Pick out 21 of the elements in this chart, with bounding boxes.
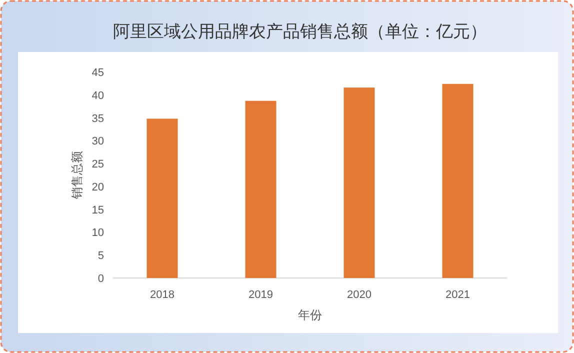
y-tick-label: 25: [92, 158, 104, 171]
bar: [245, 100, 276, 278]
chart-title: 阿里区域公用品牌农产品销售总额（单位：亿元）: [113, 22, 487, 41]
y-tick-label: 40: [92, 90, 104, 102]
bar: [146, 118, 178, 278]
x-tick-label: 2018: [150, 289, 174, 301]
y-tick-label: 35: [92, 112, 104, 125]
x-tick-label: 2020: [347, 289, 372, 301]
y-tick-label: 10: [92, 227, 104, 240]
y-tick-label: 20: [92, 181, 104, 194]
y-tick-label: 45: [92, 67, 104, 79]
x-axis-title: 年份: [298, 308, 322, 322]
y-axis-title: 销售总额: [70, 151, 84, 200]
x-tick-label: 2021: [446, 289, 470, 301]
y-tick-label: 30: [92, 136, 104, 148]
y-tick-label: 0: [98, 273, 104, 285]
bar: [442, 84, 474, 278]
x-tick-label: 2019: [248, 289, 273, 301]
bar: [344, 88, 375, 278]
y-tick-label: 15: [92, 204, 104, 216]
y-tick-label: 5: [98, 250, 104, 262]
